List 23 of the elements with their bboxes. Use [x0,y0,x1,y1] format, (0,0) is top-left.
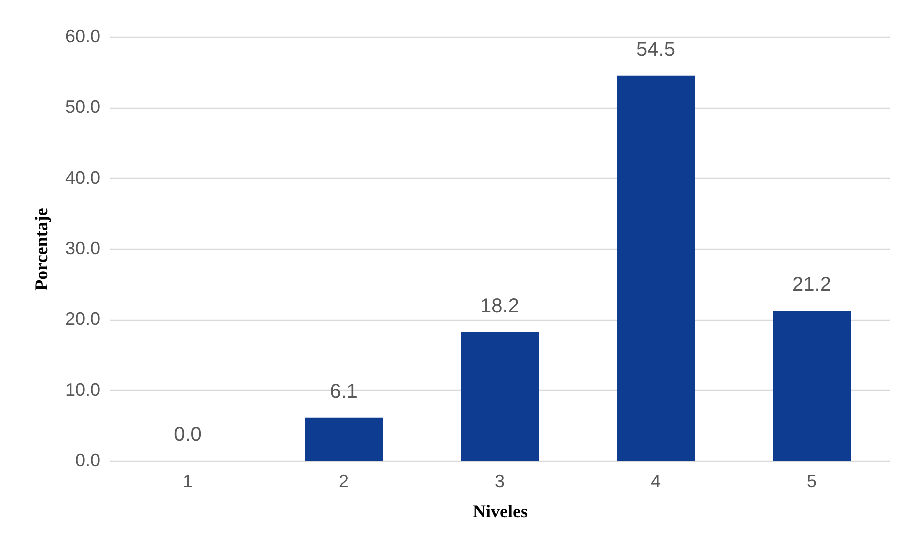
x-tick-label: 2 [338,472,350,492]
y-tick-label: 0.0 [75,450,100,470]
y-axis-title: Porcentaje [31,208,52,291]
data-label: 18.2 [480,295,520,318]
x-tick-label: 1 [182,472,194,492]
x-tick-label: 3 [494,472,506,492]
bar [305,418,383,461]
data-label: 6.1 [330,380,358,403]
data-label: 54.5 [636,38,676,61]
x-tick-label: 5 [806,472,818,492]
x-axis-title: Niveles [473,502,528,522]
bar [617,76,695,461]
y-tick-label: 10.0 [65,380,100,400]
x-tick-label: 4 [650,472,662,492]
y-tick-label: 60.0 [65,26,100,46]
data-label: 0.0 [174,424,202,446]
y-tick-label: 50.0 [65,97,100,118]
bar [461,332,539,461]
y-tick-label: 30.0 [65,238,100,258]
y-tick-label: 40.0 [65,168,100,188]
bar [773,311,851,461]
data-label: 21.2 [792,274,832,296]
y-tick-label: 20.0 [65,309,100,330]
